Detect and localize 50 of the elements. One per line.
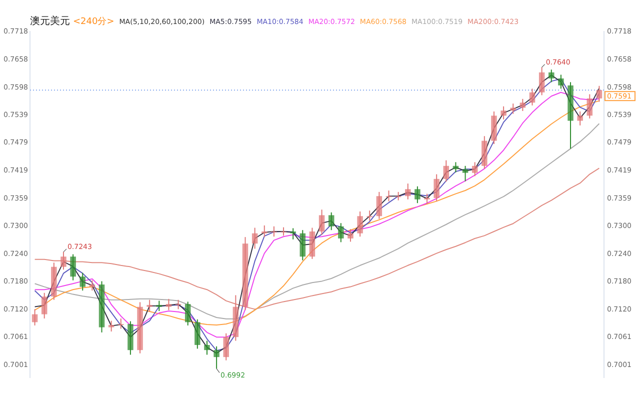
candlestick bbox=[577, 110, 583, 126]
candlestick bbox=[318, 209, 325, 236]
candlestick bbox=[338, 222, 344, 243]
chart-title: 澳元美元 bbox=[30, 15, 70, 27]
candlestick bbox=[184, 301, 191, 326]
candlestick bbox=[80, 272, 86, 292]
candlestick bbox=[558, 74, 564, 90]
candlestick bbox=[156, 300, 162, 312]
candlestick bbox=[32, 308, 38, 326]
candlestick bbox=[548, 69, 554, 83]
candlestick bbox=[328, 212, 334, 231]
candlestick bbox=[414, 186, 420, 204]
candlestick bbox=[472, 162, 478, 177]
candlestick bbox=[586, 94, 593, 119]
candlestick bbox=[118, 318, 124, 330]
candlestick bbox=[300, 230, 306, 261]
candlestick bbox=[271, 226, 277, 238]
chart-subtitle: <240分> bbox=[73, 16, 114, 27]
candlestick bbox=[462, 165, 468, 182]
candlestick bbox=[424, 193, 430, 205]
candlestick bbox=[166, 298, 172, 311]
candlestick bbox=[290, 228, 296, 240]
candlestick bbox=[500, 106, 506, 120]
candlestick bbox=[70, 254, 76, 281]
candlestick bbox=[386, 190, 392, 202]
candlestick bbox=[108, 320, 114, 332]
candlestick bbox=[41, 292, 48, 319]
candlestick bbox=[357, 210, 363, 238]
candlestick bbox=[146, 299, 152, 312]
candlestick bbox=[252, 227, 258, 250]
candlestick bbox=[395, 191, 402, 201]
candlestick bbox=[443, 160, 450, 182]
candlestick bbox=[175, 299, 182, 310]
candlestick bbox=[223, 332, 229, 361]
candlestick bbox=[89, 280, 96, 292]
candlestick bbox=[538, 66, 545, 96]
candlestick bbox=[348, 228, 354, 242]
candlestick bbox=[204, 340, 210, 356]
candlestick bbox=[376, 191, 382, 220]
candlestick bbox=[214, 346, 220, 370]
candlestick bbox=[262, 224, 268, 238]
candlestick bbox=[596, 85, 602, 102]
candlestick bbox=[510, 103, 516, 114]
candlestick bbox=[405, 183, 411, 200]
candlestick bbox=[529, 88, 536, 106]
candlestick bbox=[434, 174, 440, 202]
candlestick bbox=[520, 98, 526, 112]
line-series bbox=[34, 168, 600, 310]
candlestick bbox=[194, 318, 200, 350]
candlestick bbox=[366, 210, 372, 222]
